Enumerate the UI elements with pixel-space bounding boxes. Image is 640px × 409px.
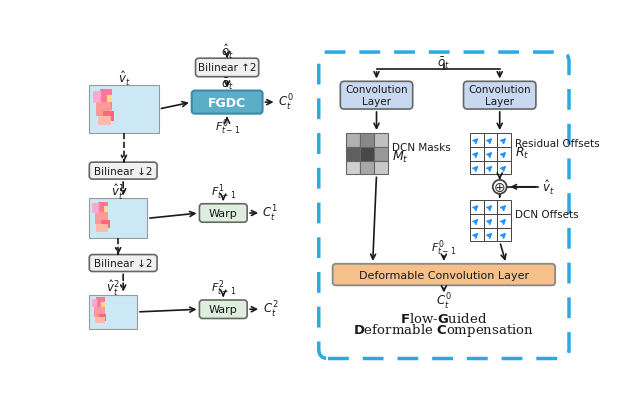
Bar <box>101 302 105 307</box>
Bar <box>90 295 137 329</box>
FancyBboxPatch shape <box>192 91 262 115</box>
Bar <box>484 214 497 228</box>
Text: $\bar{o}_t$: $\bar{o}_t$ <box>221 76 234 92</box>
Bar <box>98 117 111 126</box>
Bar <box>374 147 388 161</box>
Bar <box>104 207 108 213</box>
Text: $C_t^1$: $C_t^1$ <box>262 203 278 223</box>
Text: Bilinear ↓2: Bilinear ↓2 <box>94 258 152 268</box>
Text: FGDC: FGDC <box>208 97 246 109</box>
FancyBboxPatch shape <box>463 82 536 110</box>
Bar <box>484 147 497 161</box>
FancyBboxPatch shape <box>333 264 555 285</box>
Text: $\mathbf{F}$low-$\mathbf{G}$uided: $\mathbf{F}$low-$\mathbf{G}$uided <box>400 311 488 325</box>
Bar <box>96 103 111 117</box>
Bar <box>95 317 104 324</box>
Text: $\hat{v}_t^1$: $\hat{v}_t^1$ <box>111 182 125 202</box>
Text: $C_t^0$: $C_t^0$ <box>436 291 452 311</box>
Text: Bilinear ↓2: Bilinear ↓2 <box>94 166 152 176</box>
Bar <box>95 213 108 225</box>
Bar <box>470 214 484 228</box>
Text: $C_t^0$: $C_t^0$ <box>278 93 294 113</box>
Text: $\mathbf{D}$eformable $\mathbf{C}$ompensation: $\mathbf{D}$eformable $\mathbf{C}$ompens… <box>353 321 534 338</box>
Bar <box>92 204 99 213</box>
Text: Warp: Warp <box>209 304 237 315</box>
Text: $\hat{o}_t$: $\hat{o}_t$ <box>221 43 234 61</box>
Bar <box>360 161 374 175</box>
Bar <box>101 221 109 229</box>
Bar <box>470 200 484 214</box>
Text: $C_t^2$: $C_t^2$ <box>262 299 278 319</box>
Text: $R_t$: $R_t$ <box>515 146 529 161</box>
FancyBboxPatch shape <box>200 204 247 222</box>
Text: DCN Offsets: DCN Offsets <box>515 209 579 219</box>
Bar <box>497 228 511 242</box>
Text: Convolution
Layer: Convolution Layer <box>345 85 408 107</box>
FancyBboxPatch shape <box>200 300 247 319</box>
Bar <box>470 228 484 242</box>
Bar <box>346 134 360 147</box>
Text: Convolution
Layer: Convolution Layer <box>468 85 531 107</box>
Bar <box>484 161 497 175</box>
Bar <box>107 95 112 103</box>
Bar <box>96 225 108 232</box>
Text: ⊕: ⊕ <box>494 180 506 194</box>
Bar <box>497 134 511 147</box>
Text: $F_{t-1}^0$: $F_{t-1}^0$ <box>214 117 240 137</box>
Bar <box>98 202 108 220</box>
FancyBboxPatch shape <box>319 53 569 359</box>
Text: $F_{t-1}^2$: $F_{t-1}^2$ <box>211 278 236 298</box>
Bar <box>497 161 511 175</box>
Bar <box>497 147 511 161</box>
Bar <box>497 200 511 214</box>
Bar <box>103 112 113 121</box>
Bar <box>90 199 147 239</box>
FancyBboxPatch shape <box>340 82 413 110</box>
Text: Warp: Warp <box>209 209 237 218</box>
Bar <box>484 134 497 147</box>
Text: $F_{t-1}^0$: $F_{t-1}^0$ <box>431 238 456 257</box>
Bar <box>374 161 388 175</box>
Bar <box>470 134 484 147</box>
Text: DCN Masks: DCN Masks <box>392 142 451 153</box>
Bar <box>92 299 97 308</box>
Text: $\hat{v}_t$: $\hat{v}_t$ <box>542 178 555 196</box>
Bar <box>346 147 360 161</box>
Text: Deformable Convolution Layer: Deformable Convolution Layer <box>359 270 529 280</box>
Bar <box>93 92 101 103</box>
Bar <box>360 147 374 161</box>
Circle shape <box>493 180 507 194</box>
FancyBboxPatch shape <box>90 255 157 272</box>
Text: $\bar{o}_t$: $\bar{o}_t$ <box>438 55 451 71</box>
Bar <box>90 86 159 134</box>
Bar <box>100 90 112 111</box>
Bar <box>484 200 497 214</box>
Bar <box>346 161 360 175</box>
Bar <box>470 147 484 161</box>
Bar <box>97 298 105 313</box>
FancyBboxPatch shape <box>90 163 157 180</box>
Bar <box>374 134 388 147</box>
Text: Bilinear ↑2: Bilinear ↑2 <box>198 63 257 73</box>
Bar <box>484 228 497 242</box>
Text: $M_t$: $M_t$ <box>392 150 408 165</box>
Bar <box>497 214 511 228</box>
FancyBboxPatch shape <box>196 59 259 77</box>
Text: $\hat{v}_t^2$: $\hat{v}_t^2$ <box>106 278 120 298</box>
Text: $\hat{v}_t$: $\hat{v}_t$ <box>118 70 130 88</box>
Bar <box>94 307 104 317</box>
Bar <box>360 134 374 147</box>
Text: $F_{t-1}^1$: $F_{t-1}^1$ <box>211 182 236 202</box>
Bar <box>99 314 106 321</box>
Bar <box>470 161 484 175</box>
Text: Residual Offsets: Residual Offsets <box>515 138 600 148</box>
